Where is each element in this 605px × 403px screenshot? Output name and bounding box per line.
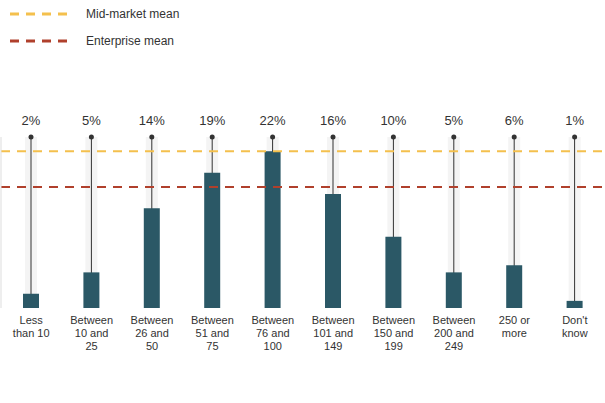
svg-text:6%: 6% (505, 113, 524, 128)
svg-text:2%: 2% (22, 113, 41, 128)
svg-text:Between101 and149: Between101 and149 (312, 314, 355, 352)
svg-text:Between10 and25: Between10 and25 (70, 314, 113, 352)
svg-text:14%: 14% (139, 113, 165, 128)
svg-text:Between51 and75: Between51 and75 (191, 314, 234, 352)
svg-text:Don'tknow: Don'tknow (562, 314, 588, 339)
svg-text:1%: 1% (565, 113, 584, 128)
svg-text:Lessthan 10: Lessthan 10 (13, 314, 50, 339)
svg-text:Between76 and100: Between76 and100 (251, 314, 294, 352)
svg-text:Between26 and50: Between26 and50 (131, 314, 174, 352)
svg-text:Between150 and199: Between150 and199 (372, 314, 415, 352)
svg-text:5%: 5% (444, 113, 463, 128)
svg-text:Mid-market mean: Mid-market mean (86, 7, 179, 21)
svg-text:Between200 and249: Between200 and249 (433, 314, 476, 352)
svg-text:250 ormore: 250 ormore (499, 314, 531, 339)
svg-text:5%: 5% (82, 113, 101, 128)
svg-text:10%: 10% (380, 113, 406, 128)
svg-text:16%: 16% (320, 113, 346, 128)
svg-text:19%: 19% (199, 113, 225, 128)
svg-text:Enterprise mean: Enterprise mean (86, 34, 174, 48)
svg-text:22%: 22% (260, 113, 286, 128)
